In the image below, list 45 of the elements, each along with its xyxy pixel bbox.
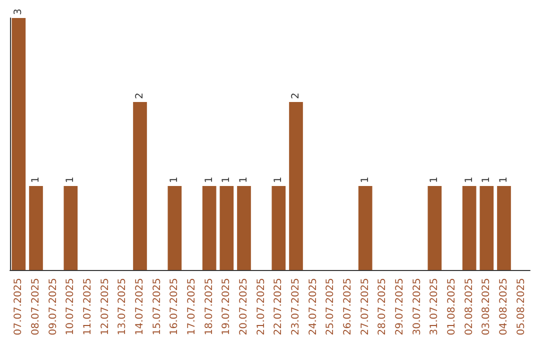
x-tick-label: 08.07.2025 [30,278,42,336]
data-label: 3 [13,8,24,15]
data-label: 1 [221,176,232,183]
x-tick-label: 05.08.2025 [516,278,527,336]
data-label: 1 [464,176,475,183]
x-tick-label: 21.07.2025 [256,278,267,336]
x-tick-label: 17.07.2025 [186,278,198,336]
x-tick-label: 30.07.2025 [412,278,423,336]
data-label: 1 [481,176,492,183]
data-label: 1 [169,176,180,183]
x-tick-label: 18.07.2025 [204,278,215,336]
x-tick-label: 24.07.2025 [308,278,319,336]
data-label: 1 [429,176,440,183]
x-tick-label: 15.07.2025 [152,278,163,336]
x-tick-label: 12.07.2025 [100,278,111,336]
data-label: 2 [290,92,302,99]
x-tick-label: 23.07.2025 [290,278,302,336]
x-tick-label: 22.07.2025 [273,278,284,336]
x-tick-label: 26.07.2025 [342,278,354,336]
x-tick-label: 29.07.2025 [394,278,406,336]
data-label: 2 [134,92,146,99]
data-label: 1 [360,176,371,183]
x-tick-label: 31.07.2025 [429,278,440,336]
x-tick-label: 10.07.2025 [65,278,76,336]
x-tick-label: 09.07.2025 [48,278,59,336]
data-label: 1 [498,176,510,183]
data-label: 1 [204,176,215,183]
x-tick-label: 19.07.2025 [221,278,232,336]
x-tick-label: 02.08.2025 [464,278,475,336]
x-tick-label: 20.07.2025 [238,278,250,336]
data-label: 1 [273,176,284,183]
x-tick-label: 03.08.2025 [481,278,492,336]
x-tick-label: 13.07.2025 [117,278,128,336]
data-label: 1 [238,176,250,183]
x-tick-label: 11.07.2025 [82,278,94,336]
x-tick-label: 25.07.2025 [325,278,336,336]
x-tick-label: 01.08.2025 [446,278,458,336]
data-label: 1 [30,176,42,183]
x-tick-label: 14.07.2025 [134,278,146,336]
x-tick-label: 27.07.2025 [360,278,371,336]
data-label: 1 [65,176,76,183]
x-tick-label: 16.07.2025 [169,278,180,336]
x-tick-label: 07.07.2025 [13,278,24,336]
x-tick-label: 04.08.2025 [498,278,510,336]
x-tick-label: 28.07.2025 [377,278,388,336]
